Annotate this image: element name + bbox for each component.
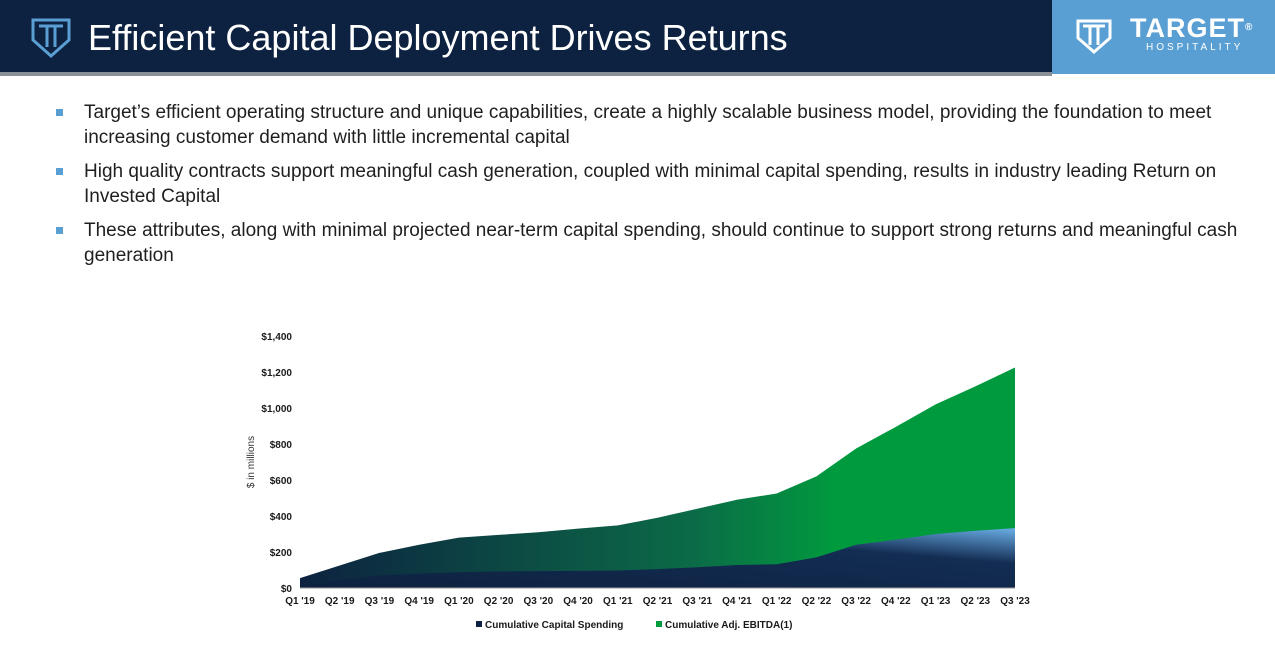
series-area-cumulative-capital-spending xyxy=(300,528,1015,588)
x-tick-label: Q1 '21 xyxy=(603,596,633,607)
series-area-cumulative-adj-ebitda xyxy=(300,367,1015,588)
x-tick-label: Q3 '22 xyxy=(841,596,871,607)
legend-swatch xyxy=(476,621,482,627)
title-bar: Efficient Capital Deployment Drives Retu… xyxy=(0,0,1052,72)
logo-shield-icon xyxy=(1076,19,1112,54)
y-tick-label: $600 xyxy=(270,476,293,487)
y-tick-label: $800 xyxy=(270,440,293,451)
bullet-text: High quality contracts support meaningfu… xyxy=(84,161,1217,207)
bullet-square-icon xyxy=(56,227,63,234)
x-tick-label: Q3 '21 xyxy=(682,596,712,607)
x-tick-label: Q4 '21 xyxy=(722,596,752,607)
x-tick-label: Q3 '19 xyxy=(365,596,395,607)
header-divider xyxy=(0,72,1052,76)
y-tick-label: $200 xyxy=(270,548,293,559)
legend-label: Cumulative Adj. EBITDA(1) xyxy=(665,620,792,631)
legend-swatch xyxy=(656,621,662,627)
slide-header: Efficient Capital Deployment Drives Retu… xyxy=(0,0,1275,78)
x-tick-label: Q2 '22 xyxy=(802,596,832,607)
x-tick-label: Q2 '20 xyxy=(484,596,514,607)
y-axis-label: $ in millions xyxy=(246,436,257,488)
bullet-square-icon xyxy=(56,109,63,116)
x-tick-label: Q3 '20 xyxy=(524,596,554,607)
legend-label: Cumulative Capital Spending xyxy=(485,620,623,631)
logo-subtitle: HOSPITALITY xyxy=(1146,42,1244,53)
x-tick-label: Q4 '22 xyxy=(881,596,911,607)
bullet-list: Target’s efficient operating structure a… xyxy=(54,100,1244,277)
x-tick-label: Q1 '20 xyxy=(444,596,474,607)
x-tick-label: Q1 '19 xyxy=(285,596,315,607)
y-tick-label: $1,000 xyxy=(261,404,292,415)
x-tick-label: Q4 '20 xyxy=(563,596,593,607)
x-tick-label: Q3 '23 xyxy=(1000,596,1030,607)
x-tick-label: Q4 '19 xyxy=(404,596,434,607)
brand-logo: TARGET® HOSPITALITY xyxy=(1052,0,1275,74)
bullet-text: Target’s efficient operating structure a… xyxy=(84,102,1212,148)
chart-svg: $0 $200 $400 $600 $800 $1,000 $1,200 $1,400 $ in… xyxy=(246,332,1030,631)
x-tick-label: Q2 '21 xyxy=(643,596,673,607)
bullet-item: High quality contracts support meaningfu… xyxy=(54,159,1244,209)
x-tick-label: Q2 '23 xyxy=(960,596,990,607)
y-tick-label: $0 xyxy=(281,584,293,595)
target-shield-icon xyxy=(31,18,71,58)
y-tick-label: $1,400 xyxy=(261,332,292,343)
logo-wordmark: TARGET® xyxy=(1130,13,1254,43)
page-title: Efficient Capital Deployment Drives Retu… xyxy=(88,17,788,58)
x-tick-label: Q2 '19 xyxy=(325,596,355,607)
bullet-item: Target’s efficient operating structure a… xyxy=(54,100,1244,150)
x-tick-label: Q1 '23 xyxy=(921,596,951,607)
y-tick-label: $1,200 xyxy=(261,368,292,379)
y-tick-label: $400 xyxy=(270,512,293,523)
bullet-square-icon xyxy=(56,168,63,175)
x-tick-label: Q1 '22 xyxy=(762,596,792,607)
bullet-text: These attributes, along with minimal pro… xyxy=(84,220,1238,266)
bullet-item: These attributes, along with minimal pro… xyxy=(54,218,1244,268)
area-chart: $0 $200 $400 $600 $800 $1,000 $1,200 $1,400 $ in… xyxy=(240,320,1060,640)
